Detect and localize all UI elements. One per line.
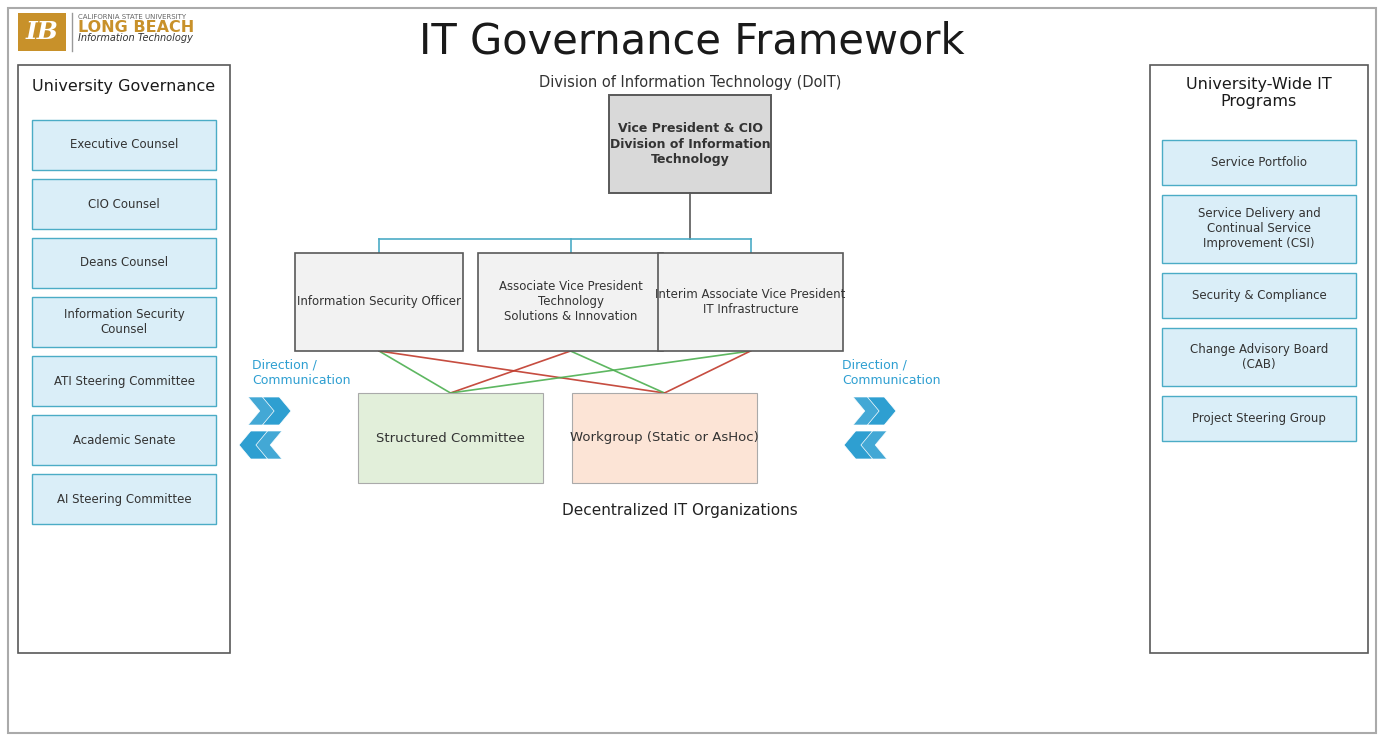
FancyBboxPatch shape [477,253,663,351]
FancyBboxPatch shape [32,415,216,465]
Polygon shape [253,431,282,459]
Text: Deans Counsel: Deans Counsel [80,256,167,270]
Text: Information Technology: Information Technology [78,33,192,43]
Text: Service Delivery and
Continual Service
Improvement (CSI): Service Delivery and Continual Service I… [1197,207,1320,250]
FancyBboxPatch shape [32,179,216,229]
Text: Security & Compliance: Security & Compliance [1192,289,1326,302]
Text: Division of Information Technology (DoIT): Division of Information Technology (DoIT… [538,76,841,90]
Text: Project Steering Group: Project Steering Group [1192,412,1326,425]
Text: LONG BEACH: LONG BEACH [78,19,194,35]
Text: CALIFORNIA STATE UNIVERSITY: CALIFORNIA STATE UNIVERSITY [78,14,185,20]
FancyBboxPatch shape [1163,328,1356,386]
Polygon shape [868,397,895,425]
FancyBboxPatch shape [32,356,216,406]
FancyBboxPatch shape [32,474,216,524]
Text: IT Governance Framework: IT Governance Framework [419,20,965,62]
FancyBboxPatch shape [572,393,757,483]
Polygon shape [263,397,291,425]
FancyBboxPatch shape [609,95,771,193]
FancyBboxPatch shape [295,253,464,351]
Text: Associate Vice President
Technology
Solutions & Innovation: Associate Vice President Technology Solu… [498,281,642,324]
Text: Direction /
Communication: Direction / Communication [252,359,350,387]
Polygon shape [248,397,277,425]
FancyBboxPatch shape [1163,273,1356,318]
FancyBboxPatch shape [1163,195,1356,263]
FancyBboxPatch shape [1163,396,1356,441]
FancyBboxPatch shape [18,65,230,653]
Text: Academic Senate: Academic Senate [73,433,176,447]
Text: University Governance: University Governance [32,79,216,95]
Text: CIO Counsel: CIO Counsel [89,198,161,210]
FancyBboxPatch shape [8,8,1376,733]
FancyBboxPatch shape [18,13,66,51]
Text: Service Portfolio: Service Portfolio [1211,156,1306,169]
Polygon shape [844,431,872,459]
Text: Interim Associate Vice President
IT Infrastructure: Interim Associate Vice President IT Infr… [655,288,846,316]
Text: Decentralized IT Organizations: Decentralized IT Organizations [562,503,797,519]
FancyBboxPatch shape [32,297,216,347]
FancyBboxPatch shape [358,393,543,483]
Text: ATI Steering Committee: ATI Steering Committee [54,374,195,388]
Text: Workgroup (Static or AsHoc): Workgroup (Static or AsHoc) [570,431,758,445]
Text: Information Security Officer: Information Security Officer [298,296,461,308]
Text: University-Wide IT
Programs: University-Wide IT Programs [1186,77,1331,109]
Polygon shape [858,431,887,459]
Polygon shape [853,397,882,425]
Text: Executive Counsel: Executive Counsel [69,139,179,151]
Text: Change Advisory Board
(CAB): Change Advisory Board (CAB) [1190,343,1329,371]
Text: Information Security
Counsel: Information Security Counsel [64,308,184,336]
FancyBboxPatch shape [32,120,216,170]
FancyBboxPatch shape [1163,140,1356,185]
Text: IB: IB [25,20,58,44]
Polygon shape [239,431,267,459]
Text: Direction /
Communication: Direction / Communication [841,359,941,387]
Text: Structured Committee: Structured Committee [376,431,525,445]
Text: Vice President & CIO
Division of Information
Technology: Vice President & CIO Division of Informa… [610,122,771,165]
FancyBboxPatch shape [32,238,216,288]
Text: AI Steering Committee: AI Steering Committee [57,493,191,505]
FancyBboxPatch shape [657,253,843,351]
FancyBboxPatch shape [1150,65,1367,653]
